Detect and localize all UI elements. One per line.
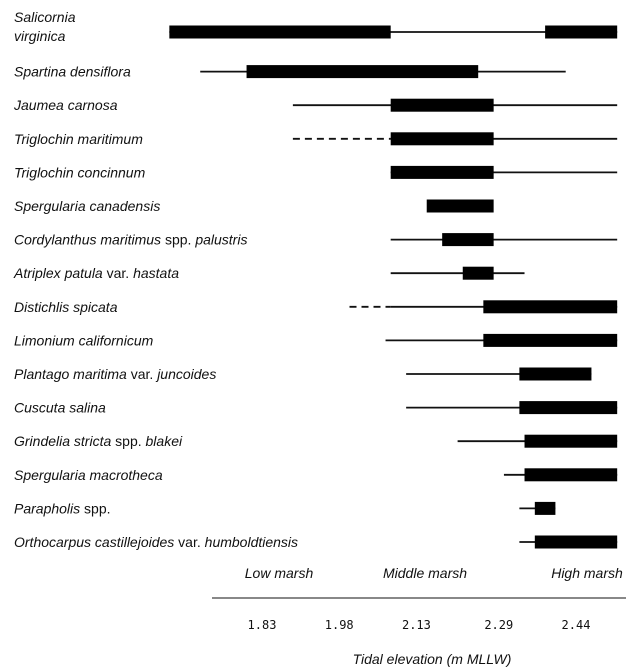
species-label: Orthocarpus castillejoides var. humboldt… — [14, 534, 298, 550]
x-tick-label: 2.13 — [402, 618, 431, 632]
abundance-bar — [390, 132, 494, 146]
species-row: Distichlis spicata — [14, 299, 618, 315]
abundance-bar — [545, 25, 618, 39]
species-row: Triglochin maritimum — [14, 131, 618, 147]
species-label-part: Parapholis — [14, 500, 80, 516]
species-label: Spartina densiflora — [14, 64, 131, 80]
species-label: Grindelia stricta spp. blakei — [14, 433, 183, 449]
species-label-part: Jaumea carnosa — [13, 97, 118, 113]
abundance-bar — [534, 501, 556, 515]
species-label-part: Cordylanthus maritimus — [14, 232, 161, 248]
species-label-part: Spergularia macrotheca — [14, 467, 163, 483]
abundance-bar — [519, 367, 592, 381]
species-label-part: Atriplex patula — [13, 265, 103, 281]
species-label-part: Limonium californicum — [14, 332, 154, 348]
abundance-bar — [169, 25, 391, 39]
species-row: Plantago maritima var. juncoides — [14, 366, 592, 382]
species-row: Parapholis spp. — [14, 500, 556, 516]
species-label-part: Grindelia stricta — [14, 433, 111, 449]
species-row: Cordylanthus maritimus spp. palustris — [14, 232, 618, 248]
species-label-part: Triglochin concinnum — [14, 164, 146, 180]
species-label: Salicornia — [14, 9, 76, 25]
species-row: Spergularia canadensis — [14, 198, 494, 214]
species-rows: Salicornia virginica Spartina densiflora Ja… — [13, 9, 618, 550]
species-label-part: humboldtiensis — [205, 534, 298, 550]
x-tick-label: 1.83 — [248, 618, 277, 632]
species-label-part: Plantago maritima — [14, 366, 127, 382]
abundance-bar — [483, 333, 618, 347]
species-row: Orthocarpus castillejoides var. humboldt… — [14, 534, 618, 550]
species-label-part: virginica — [14, 28, 66, 44]
species-label: Cordylanthus maritimus spp. palustris — [14, 232, 247, 248]
species-label: Distichlis spicata — [14, 299, 118, 315]
x-tick-labels: 1.83 1.98 2.13 2.29 2.44 — [248, 618, 591, 632]
abundance-bar — [462, 266, 494, 280]
x-axis-title: Tidal elevation (m MLLW) — [353, 651, 512, 667]
abundance-bar — [442, 233, 494, 247]
species-row: Triglochin concinnum — [14, 164, 618, 180]
species-label-part: spp. — [161, 232, 195, 248]
species-label: Parapholis spp. — [14, 500, 111, 516]
species-label-part: Cuscuta salina — [14, 400, 106, 416]
species-row: Salicornia virginica — [14, 9, 618, 44]
species-label: Spergularia canadensis — [14, 198, 160, 214]
species-row: Atriplex patula var. hastata — [13, 265, 525, 281]
species-row: Jaumea carnosa — [13, 97, 618, 113]
species-row: Spergularia macrotheca — [14, 467, 618, 483]
species-label: Plantago maritima var. juncoides — [14, 366, 216, 382]
species-label-part: Spartina densiflora — [14, 64, 131, 80]
abundance-bar — [524, 434, 618, 448]
abundance-bar — [246, 65, 479, 79]
species-row: Cuscuta salina — [14, 400, 618, 416]
zone-label: High marsh — [551, 565, 623, 581]
species-row: Grindelia stricta spp. blakei — [14, 433, 618, 449]
species-label: Limonium californicum — [14, 332, 154, 348]
abundance-bar — [390, 98, 494, 112]
zone-label: Middle marsh — [383, 565, 467, 581]
species-label-part: juncoides — [155, 366, 216, 382]
abundance-bar — [534, 535, 618, 549]
species-label-part: spp. — [111, 433, 145, 449]
species-label-part: var. — [103, 265, 133, 281]
species-label: Atriplex patula var. hastata — [13, 265, 179, 281]
x-tick-label: 1.98 — [325, 618, 354, 632]
species-label-part: Spergularia canadensis — [14, 198, 160, 214]
species-label-line2: virginica — [14, 28, 66, 44]
species-label-part: palustris — [194, 232, 247, 248]
species-label-part: var. — [174, 534, 204, 550]
abundance-bar — [483, 300, 618, 314]
zone-labels: Low marsh Middle marsh High marsh — [245, 565, 623, 581]
x-tick-label: 2.29 — [484, 618, 513, 632]
species-label-part: Salicornia — [14, 9, 76, 25]
abundance-bar — [524, 468, 618, 482]
species-row: Spartina densiflora — [14, 64, 566, 80]
abundance-bar — [519, 401, 618, 415]
species-label-part: Triglochin maritimum — [14, 131, 143, 147]
species-label: Triglochin concinnum — [14, 164, 146, 180]
zone-label: Low marsh — [245, 565, 314, 581]
species-row: Limonium californicum — [14, 332, 618, 348]
species-label: Triglochin maritimum — [14, 131, 143, 147]
species-label-part: hastata — [133, 265, 179, 281]
abundance-bar — [426, 199, 494, 213]
species-label-part: spp. — [80, 500, 110, 516]
abundance-bar — [390, 165, 494, 179]
species-label-part: var. — [127, 366, 157, 382]
species-label: Jaumea carnosa — [13, 97, 118, 113]
species-label-part: Orthocarpus castillejoides — [14, 534, 174, 550]
species-label-part: blakei — [146, 433, 183, 449]
species-label: Spergularia macrotheca — [14, 467, 163, 483]
x-tick-label: 2.44 — [562, 618, 591, 632]
species-label-part: Distichlis spicata — [14, 299, 118, 315]
species-label: Cuscuta salina — [14, 400, 106, 416]
